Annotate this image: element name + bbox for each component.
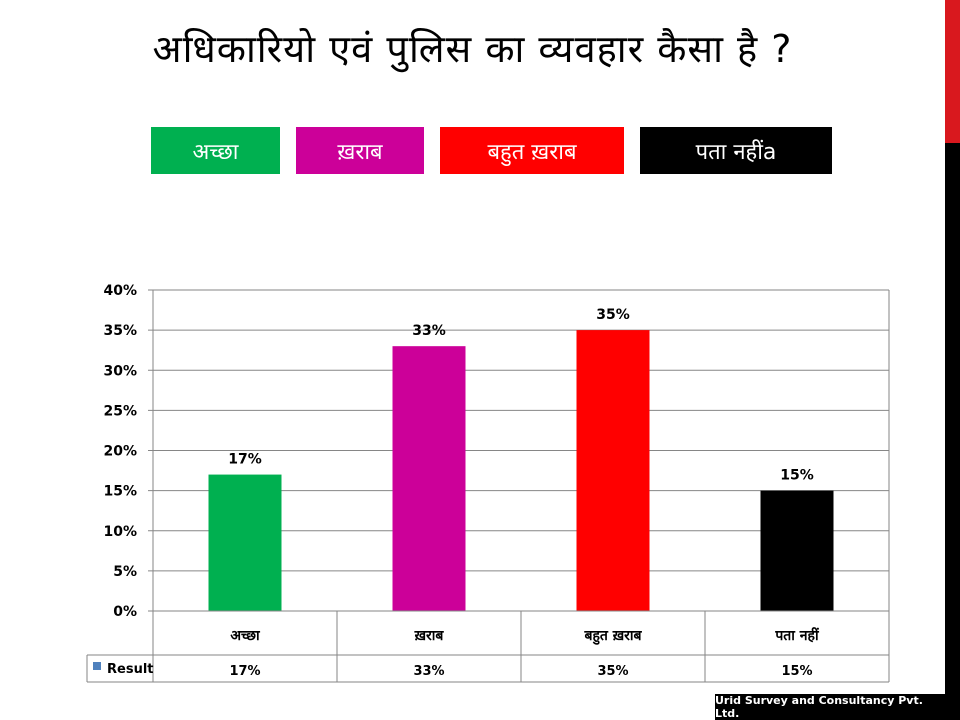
y-tick-label: 10% — [103, 524, 137, 540]
legend-box-dont-know: पता नहींa — [640, 127, 832, 174]
bar — [760, 490, 834, 611]
y-tick-label: 35% — [103, 323, 137, 339]
side-accent-bar — [945, 0, 960, 720]
data-label: 17% — [228, 452, 262, 468]
x-tick-label: बहुत ख़राब — [583, 628, 642, 645]
table-value: 33% — [413, 664, 444, 679]
data-label: 35% — [596, 307, 630, 323]
legend-box-bad: ख़राब — [296, 127, 424, 174]
data-label: 15% — [780, 468, 814, 484]
legend-box-label: ख़राब — [337, 139, 383, 165]
x-tick-label: पता नहीं — [774, 627, 820, 644]
table-value: 15% — [781, 664, 812, 679]
y-tick-label: 25% — [103, 403, 137, 419]
x-tick-label: ख़राब — [414, 628, 445, 644]
table-value: 35% — [597, 664, 628, 679]
data-label: 33% — [412, 323, 446, 339]
footer-credit: Urid Survey and Consultancy Pvt. Ltd. — [715, 694, 945, 720]
legend-key — [93, 662, 101, 670]
table-value: 17% — [229, 664, 260, 679]
y-tick-label: 30% — [103, 363, 137, 379]
y-tick-label: 0% — [113, 604, 137, 620]
page-title: अधिकारियो एवं पुलिस का व्यवहार कैसा है ? — [152, 27, 793, 71]
y-tick-label: 15% — [103, 484, 137, 500]
legend-box-very-bad: बहुत ख़राब — [440, 127, 624, 174]
side-accent-bar-red — [945, 0, 960, 143]
y-tick-label: 40% — [103, 283, 137, 299]
bar — [576, 330, 650, 611]
legend-box-label: बहुत ख़राब — [487, 139, 577, 165]
legend-series-name: Result — [107, 662, 154, 677]
y-tick-label: 20% — [103, 444, 137, 460]
legend-box-label: अच्छा — [192, 139, 239, 165]
bar — [392, 346, 466, 611]
legend-box-label: पता नहींa — [695, 139, 777, 165]
y-tick-label: 5% — [113, 564, 137, 580]
legend-box-good: अच्छा — [151, 127, 280, 174]
bar — [208, 474, 282, 611]
x-tick-label: अच्छा — [230, 628, 261, 644]
